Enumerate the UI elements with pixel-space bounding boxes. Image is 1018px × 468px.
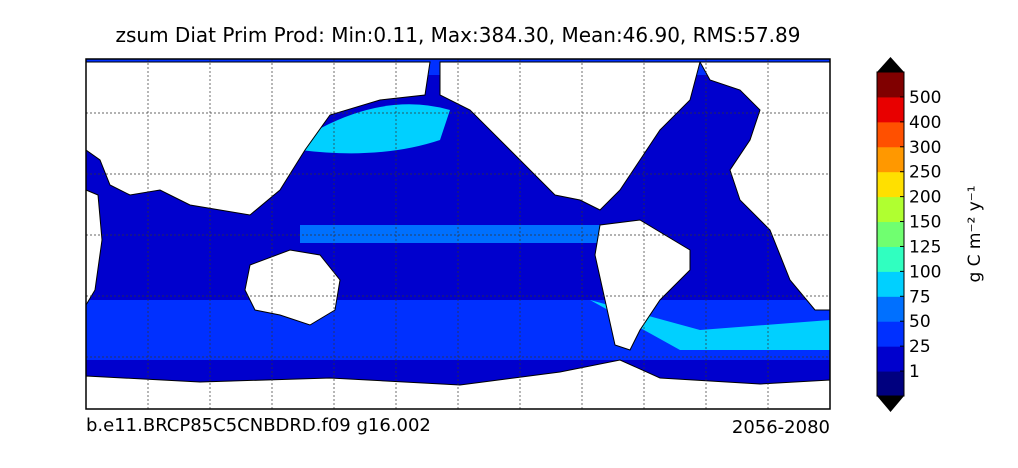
run-label: b.e11.BRCP85C5CNBDRD.f09 g16.002 bbox=[86, 415, 431, 436]
colorbar-segment bbox=[877, 72, 904, 98]
colorbar-segment bbox=[877, 346, 904, 372]
colorbar-segment bbox=[877, 271, 904, 297]
colorbar-segment bbox=[877, 121, 904, 148]
colorbar-tick-label: 300 bbox=[909, 138, 941, 158]
colorbar-extend-top bbox=[877, 57, 904, 72]
period-label: 2056-2080 bbox=[732, 417, 830, 438]
colorbar-segment bbox=[877, 371, 904, 397]
graticule bbox=[86, 59, 830, 409]
colorbar-segment bbox=[877, 321, 904, 347]
map-title: zsum Diat Prim Prod: Min:0.11, Max:384.3… bbox=[116, 23, 801, 47]
colorbar-tick-label: 100 bbox=[909, 262, 941, 282]
map-frame bbox=[85, 58, 831, 410]
colorbar-segment bbox=[877, 221, 904, 247]
colorbar-tick-label: 75 bbox=[909, 287, 931, 307]
colorbar-tick-label: 250 bbox=[909, 163, 941, 183]
north-pacific-bloom bbox=[300, 104, 450, 154]
south-atlantic-bloom bbox=[590, 300, 830, 350]
land-north-america bbox=[439, 61, 701, 211]
colorbar-tick-label: 400 bbox=[909, 113, 941, 133]
colorbar-extend-bottom bbox=[877, 396, 904, 412]
colorbar-tick-label: 50 bbox=[909, 312, 931, 332]
colorbar-tick-label: 150 bbox=[909, 213, 941, 233]
land-asia bbox=[85, 61, 431, 216]
colorbar-segment bbox=[877, 171, 904, 198]
land-australia bbox=[244, 249, 341, 326]
colorbar-tick-label: 25 bbox=[909, 337, 931, 357]
equatorial-band bbox=[300, 225, 600, 243]
map bbox=[85, 58, 831, 410]
colorbar-label: g C m⁻² y⁻¹ bbox=[965, 185, 985, 282]
colorbar-tick-label: 200 bbox=[909, 188, 941, 208]
colorbar-tick-label: 500 bbox=[909, 88, 941, 108]
colorbar-segment bbox=[877, 296, 904, 322]
colorbar-tick-label: 125 bbox=[909, 237, 941, 257]
land-south-america bbox=[594, 219, 691, 351]
colorbar-tick-label: 1 bbox=[909, 362, 920, 382]
colorbar-frame bbox=[876, 71, 905, 397]
colorbar-segment bbox=[877, 246, 904, 272]
colorbar-segment bbox=[877, 146, 904, 173]
colorbar-segment bbox=[877, 96, 904, 123]
colorbar-segment bbox=[877, 196, 904, 223]
